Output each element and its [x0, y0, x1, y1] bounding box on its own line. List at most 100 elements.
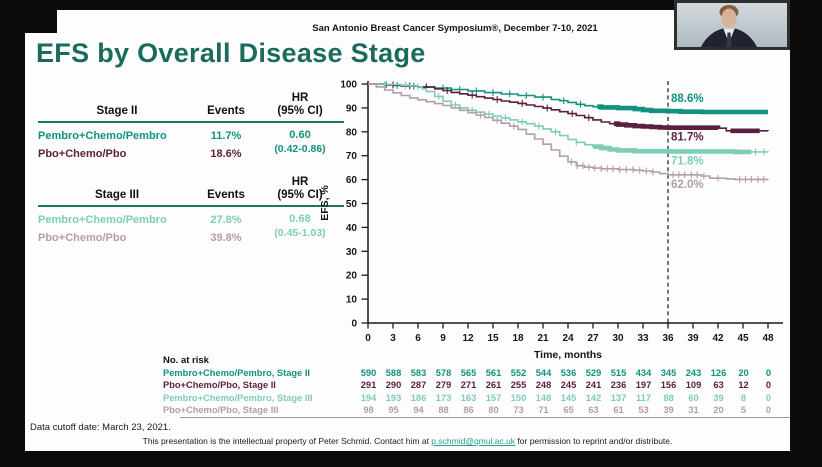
presenter-person	[701, 5, 757, 47]
risk-count: 345	[660, 368, 677, 379]
risk-count: 98	[363, 405, 374, 416]
rate-at-36-label: 71.8%	[671, 155, 704, 167]
y-tick-label: 20	[346, 271, 358, 282]
risk-count: 39	[713, 392, 724, 403]
risk-count: 590	[360, 368, 377, 379]
risk-count: 137	[610, 392, 627, 403]
risk-count: 248	[535, 380, 552, 391]
letterbox-corner	[0, 0, 57, 33]
email-link[interactable]: p.schmid@qmul.ac.uk	[431, 436, 516, 446]
copyright-note: This presentation is the intellectual pr…	[25, 436, 790, 446]
risk-count: 163	[460, 392, 477, 403]
stage2-header: Stage II	[96, 104, 138, 117]
rate-at-36-label: 88.6%	[671, 93, 704, 105]
km-efs-chart: 0 10 20 30 40 50 60 70 80 90 100 0 3 6 9 12 15 18 21 24 27 30…	[300, 70, 795, 375]
risk-row: Pembro+Chemo/Pembro, Stage II 590 588 583 57…	[163, 367, 781, 379]
stage2-row-pembro-events: 11.7%	[210, 130, 242, 142]
slide-title: EFS by Overall Disease Stage	[36, 38, 426, 68]
risk-count: 31	[688, 405, 699, 416]
risk-count: 255	[510, 380, 527, 391]
risk-count: 173	[435, 392, 452, 403]
table-rule	[38, 204, 344, 208]
conference-header: San Antonio Breast Cancer Symposium®, De…	[312, 23, 598, 34]
risk-count: 271	[460, 380, 477, 391]
x-tick-label: 18	[512, 333, 524, 344]
risk-count: 39	[663, 405, 674, 416]
presenter-webcam-video[interactable]	[674, 0, 790, 50]
stage3-hr-value: 0.68 (0.45-1.03)	[274, 213, 326, 239]
risk-count: 73	[513, 405, 524, 416]
footer-divider	[180, 417, 790, 418]
km-curve-0	[368, 83, 768, 113]
stage3-row-pbo-label: Pbo+Chemo/Pbo	[38, 231, 127, 244]
risk-count: 529	[585, 368, 602, 379]
risk-row-label: Pembro+Chemo/Pembro, Stage III	[163, 392, 313, 403]
risk-count: 61	[613, 405, 624, 416]
risk-count: 53	[638, 405, 649, 416]
risk-count: 157	[485, 392, 502, 403]
stage3-row-pembro-events: 27.8%	[210, 214, 242, 226]
risk-count: 261	[485, 380, 502, 391]
risk-count: 243	[685, 368, 702, 379]
risk-count: 109	[685, 380, 702, 391]
hr-header: HR (95% CI)	[277, 176, 323, 201]
risk-count: 71	[538, 405, 549, 416]
risk-count: 80	[488, 405, 499, 416]
stage2-hr-table: Stage II Events HR (95% CI) Pembro+Chemo…	[38, 92, 344, 162]
x-tick-label: 24	[562, 333, 574, 344]
km-censor-band-0	[597, 104, 768, 115]
events-header: Events	[207, 188, 245, 201]
km-censor-band-1	[613, 121, 721, 130]
y-axis-title: EFS, %	[319, 185, 331, 221]
risk-count: 0	[765, 368, 772, 379]
stage2-row-pbo-label: Pbo+Chemo/Pbo	[38, 147, 127, 160]
copyright-pre: This presentation is the intellectual pr…	[142, 436, 432, 446]
risk-count: 142	[585, 392, 602, 403]
x-tick-label: 9	[440, 333, 446, 344]
stage3-row-pembro-label: Pembro+Chemo/Pembro	[38, 214, 167, 226]
risk-count: 145	[560, 392, 577, 403]
risk-table-title: No. at risk	[163, 355, 209, 366]
risk-count: 583	[410, 368, 427, 379]
risk-count: 60	[688, 392, 699, 403]
risk-count: 552	[510, 368, 527, 379]
risk-count: 245	[560, 380, 577, 391]
risk-count: 561	[485, 368, 502, 379]
risk-row-label: Pembro+Chemo/Pembro, Stage II	[163, 368, 310, 379]
presentation-slide	[25, 10, 790, 451]
x-tick-label: 39	[687, 333, 699, 344]
y-tick-label: 40	[346, 223, 358, 234]
risk-row-label: Pbo+Chemo/Pbo, Stage III	[163, 405, 279, 416]
risk-count: 544	[535, 368, 552, 379]
risk-count: 156	[660, 380, 677, 391]
x-tick-label: 6	[415, 333, 421, 344]
risk-count: 241	[585, 380, 602, 391]
risk-count: 88	[438, 405, 449, 416]
risk-count: 197	[635, 380, 652, 391]
stage2-row-pbo-events: 18.6%	[210, 147, 242, 160]
risk-count: 290	[385, 380, 402, 391]
risk-count: 291	[360, 380, 377, 391]
stage3-row-pbo-events: 39.8%	[210, 231, 242, 244]
risk-table: Pembro+Chemo/Pembro, Stage II 590 588 583 57…	[163, 367, 781, 416]
risk-count: 536	[560, 368, 577, 379]
rate-at-36-label: 81.7%	[671, 132, 704, 144]
risk-count: 126	[710, 368, 727, 379]
copyright-post: for permission to reprint and/or distrib…	[515, 436, 673, 446]
risk-row: Pbo+Chemo/Pbo, Stage III 98 95 94 88 86 80 73 71…	[163, 404, 781, 416]
risk-row: Pbo+Chemo/Pbo, Stage II 291 290 287 279 271 26…	[163, 379, 781, 391]
stage2-hr-value: 0.60 (0.42-0.86)	[274, 129, 326, 155]
risk-count: 588	[385, 368, 402, 379]
risk-count: 117	[636, 392, 651, 403]
x-tick-label: 36	[662, 333, 674, 344]
risk-count: 193	[385, 392, 402, 403]
x-tick-label: 45	[737, 333, 749, 344]
km-curve-3	[368, 83, 769, 181]
risk-count: 20	[738, 368, 749, 379]
risk-count: 565	[460, 368, 477, 379]
x-tick-label: 27	[587, 333, 599, 344]
x-tick-label: 21	[537, 333, 549, 344]
x-tick-label: 0	[365, 333, 371, 344]
x-tick-label: 3	[390, 333, 396, 344]
